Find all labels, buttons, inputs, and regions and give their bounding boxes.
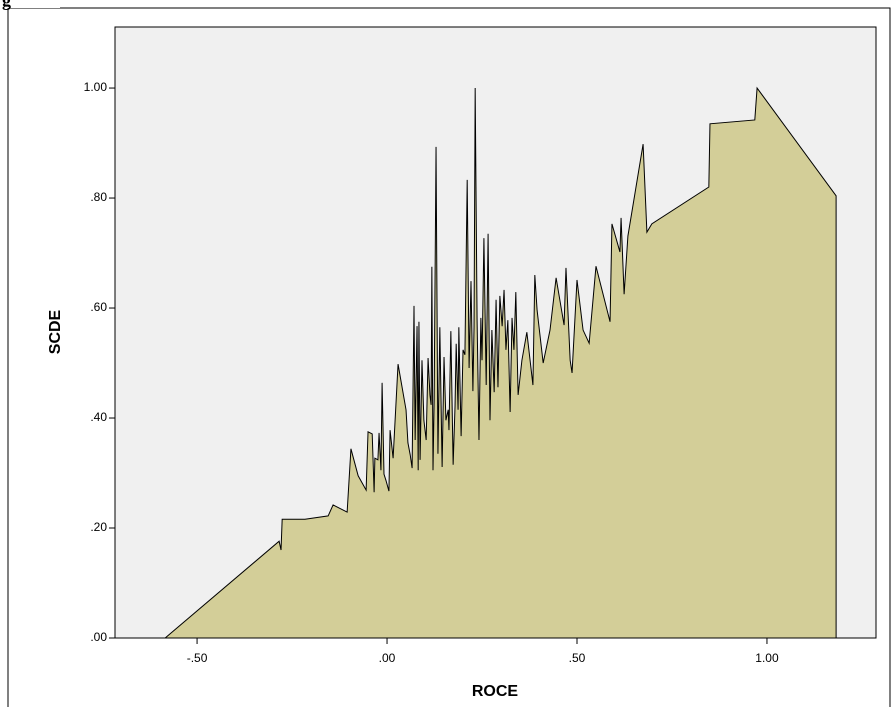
area xyxy=(163,86,837,639)
y-tick-label: 1.00 xyxy=(84,80,108,94)
x-tick-label: .00 xyxy=(379,651,396,665)
x-tick-label: .50 xyxy=(569,651,586,665)
y-tick-label: .80 xyxy=(90,190,107,204)
y-tick-label: .60 xyxy=(90,300,107,314)
y-axis-title: SCDE xyxy=(47,309,64,354)
caption: g xyxy=(2,0,11,10)
x-tick-label: -.50 xyxy=(187,651,208,665)
y-tick-label: .00 xyxy=(90,630,107,644)
frame xyxy=(7,7,891,707)
caption-bg xyxy=(0,0,60,8)
y-tick-label: .20 xyxy=(90,520,107,534)
x-axis-title: ROCE xyxy=(472,683,519,700)
y-tick-label: .40 xyxy=(90,410,107,424)
x-tick-label: 1.00 xyxy=(755,651,779,665)
